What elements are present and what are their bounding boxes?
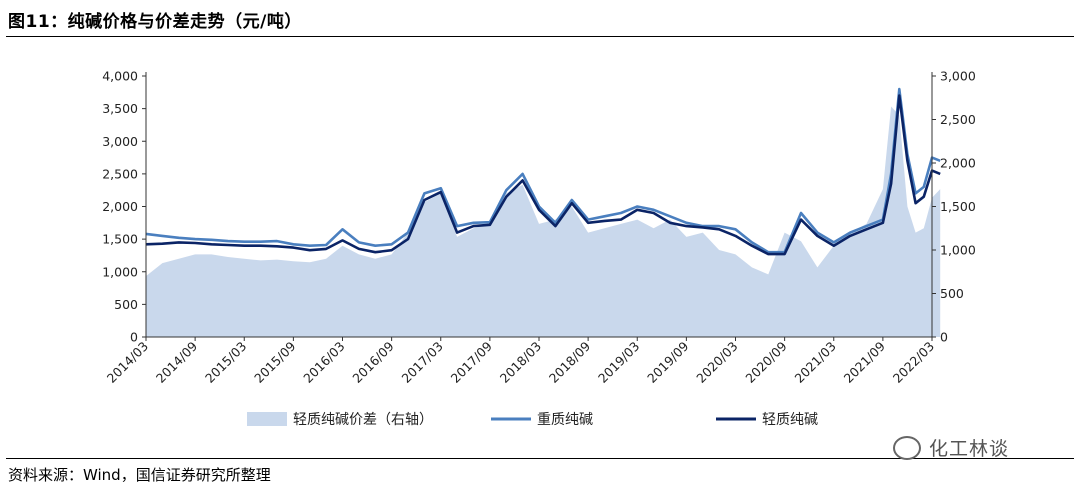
x-tick-label: 2014/03 [104,339,151,386]
x-tick-label: 2016/09 [349,338,396,385]
legend-label: 重质纯碱 [537,412,593,428]
y-left-tick-label: 1,000 [102,264,138,279]
y-right-tick-label: 0 [940,330,948,345]
x-tick-label: 2018/03 [497,339,544,386]
y-left-tick-label: 4,000 [102,69,138,84]
x-tick-label: 2016/03 [300,339,347,386]
x-tick-label: 2018/09 [546,338,593,385]
x-tick-label: 2020/03 [693,339,740,386]
wechat-icon [893,435,921,460]
x-tick-label: 2017/09 [448,338,495,385]
y-left-tick-label: 2,000 [102,199,138,214]
y-left-tick-label: 500 [114,297,138,312]
title-rule [6,36,1074,37]
legend-label: 轻质纯碱价差（右轴） [293,412,433,428]
x-tick-label: 2021/09 [841,338,888,385]
y-right-tick-label: 3,000 [940,69,976,84]
y-left-tick-label: 1,500 [102,232,138,247]
x-tick-label: 2019/09 [644,338,691,385]
legend: 轻质纯碱价差（右轴） 重质纯碱 轻质纯碱 [247,412,818,428]
plot-area [145,87,941,337]
y-left-tick-label: 3,500 [102,101,138,116]
source-rule [6,458,1074,459]
y-right-tick-label: 2,000 [940,156,976,171]
x-tick-label: 2019/03 [595,339,642,386]
x-tick-label: 2017/03 [399,339,446,386]
series-line-heavy-soda [145,87,941,254]
y-left-tick-label: 3,000 [102,134,138,149]
y-left-tick-label: 2,500 [102,166,138,181]
series-line-light-soda [145,94,941,256]
x-tick-label: 2022/03 [890,339,937,386]
x-tick-label: 2014/09 [153,338,200,385]
y-right-tick-label: 1,000 [940,243,976,258]
watermark: 化工林谈 [893,434,1009,462]
x-tick-label: 2021/03 [792,339,839,386]
series-area-spread [146,106,941,337]
legend-label: 轻质纯碱 [762,412,818,428]
figure-title: 图11：纯碱价格与价差走势（元/吨） [8,12,302,32]
y-left-tick-label: 0 [130,330,138,345]
x-tick-label: 2015/09 [251,338,298,385]
source-note: 资料来源：Wind，国信证券研究所整理 [8,466,271,484]
x-tick-label: 2020/09 [742,338,789,385]
watermark-text: 化工林谈 [929,438,1010,460]
x-tick-label: 2015/03 [202,339,249,386]
y-right-tick-label: 1,500 [940,199,976,214]
y-right-tick-label: 500 [940,286,964,301]
y-right-tick-label: 2,500 [940,112,976,127]
legend-swatch-spread [247,412,287,426]
